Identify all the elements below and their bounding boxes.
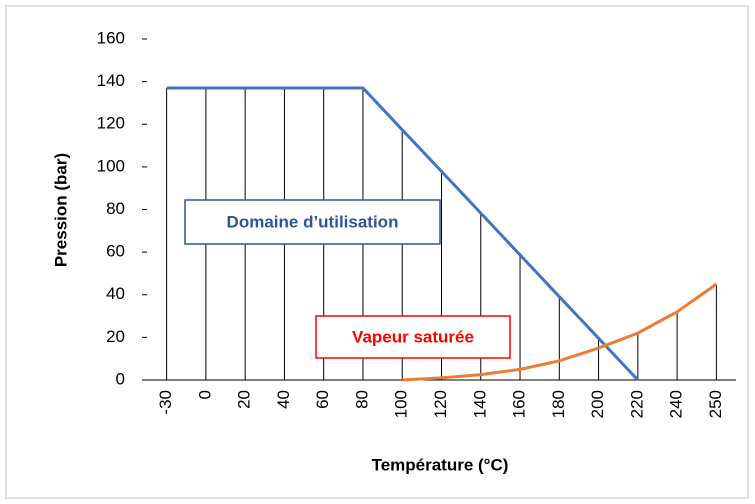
annotation-text: Domaine d’utilisation <box>227 212 399 231</box>
series-line <box>166 86 639 382</box>
x-tick-label: 180 <box>549 390 568 418</box>
x-axis-label: Température (°C) <box>372 455 509 474</box>
series-line <box>402 282 718 382</box>
y-tick-label: 40 <box>106 284 125 303</box>
x-tick-label: 60 <box>313 390 332 409</box>
x-tick-label: -30 <box>156 390 175 415</box>
y-tick-label: 60 <box>106 242 125 261</box>
x-tick-label: 0 <box>195 390 214 399</box>
x-tick-label: 100 <box>392 390 411 418</box>
x-tick-label: 250 <box>706 390 725 418</box>
x-tick-label: 140 <box>470 390 489 418</box>
annotation-text: Vapeur saturée <box>352 327 474 346</box>
x-tick-label: 160 <box>510 390 529 418</box>
y-tick-label: 120 <box>97 114 125 133</box>
x-tick-label: 240 <box>667 390 686 418</box>
y-tick-label: 20 <box>106 327 125 346</box>
annotation-box <box>184 199 441 245</box>
x-tick-label: 80 <box>352 390 371 409</box>
x-tick-label: 200 <box>588 390 607 418</box>
y-tick-label: 140 <box>97 71 125 90</box>
chart-border <box>5 5 749 499</box>
y-tick-label: 0 <box>116 369 125 388</box>
x-tick-label: 40 <box>274 390 293 409</box>
x-tick-label: 220 <box>627 390 646 418</box>
y-tick-label: 160 <box>97 28 125 47</box>
x-tick-label: 20 <box>235 390 254 409</box>
y-axis-label: Pression (bar) <box>51 153 70 267</box>
x-tick-label: 120 <box>431 390 450 418</box>
y-tick-label: 100 <box>97 156 125 175</box>
annotation-box <box>315 315 511 359</box>
y-tick-label: 80 <box>106 199 125 218</box>
